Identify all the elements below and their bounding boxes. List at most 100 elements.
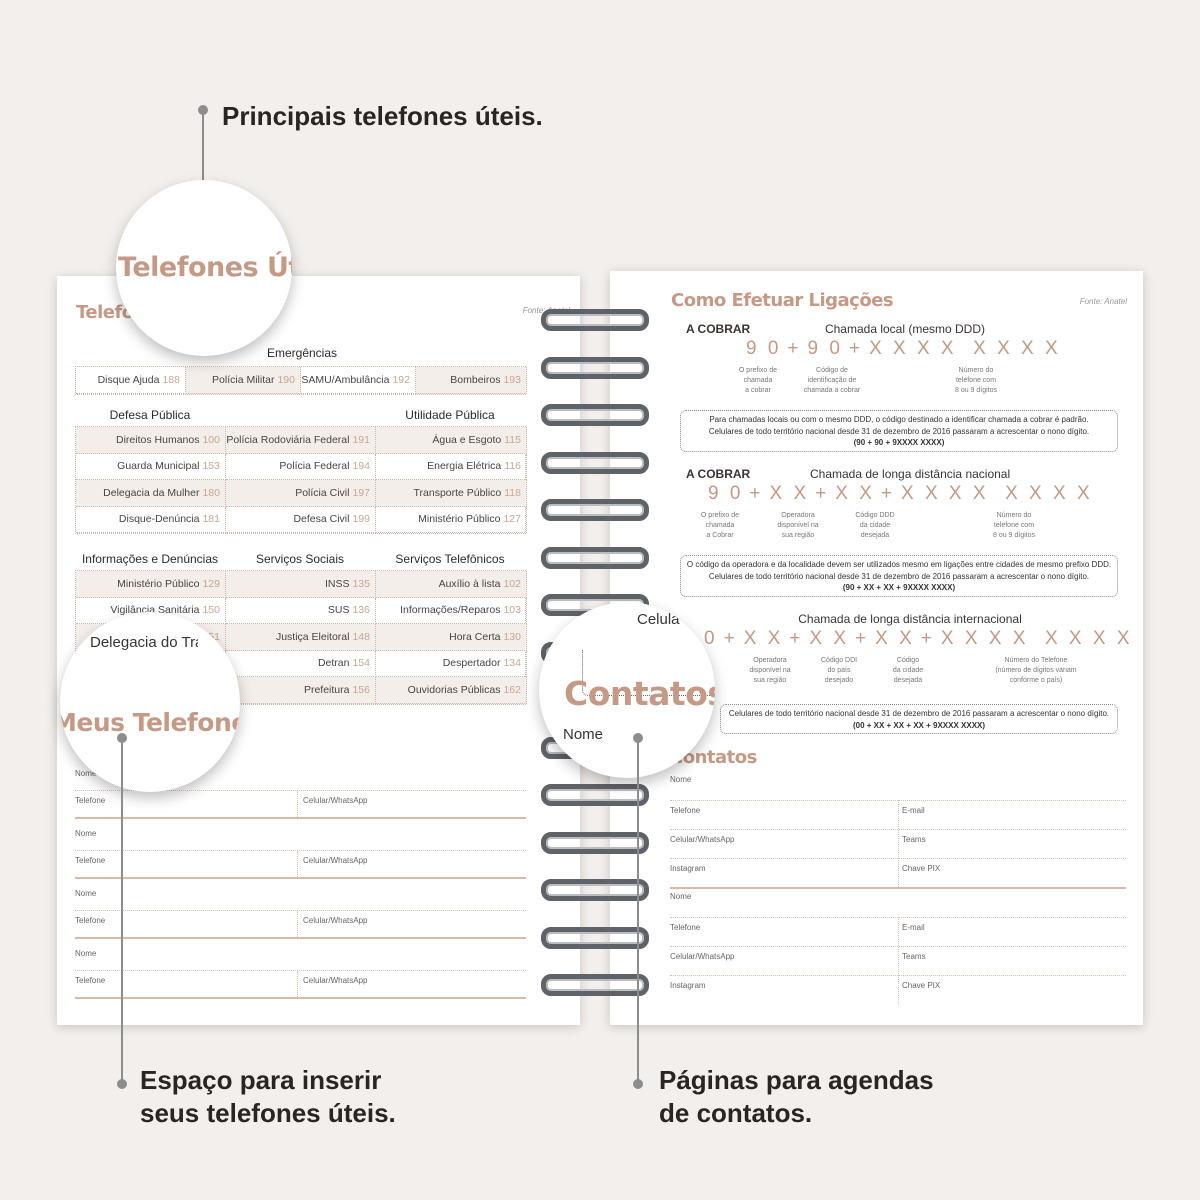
service-number: 130 — [503, 630, 521, 643]
service-number: 188 — [162, 373, 180, 386]
service-number: 100 — [202, 433, 220, 446]
spiral-ring — [541, 499, 649, 521]
field-label: Chave PIX — [902, 981, 941, 990]
service-name: Defesa Civil — [293, 513, 350, 526]
dial-part: X X X X X X X X — [940, 628, 1133, 649]
dial-sequence: 9 0 + X X + X X + X X X X X X X X — [708, 483, 1093, 505]
call-heading: Chamada de longa distância internacional — [798, 612, 1022, 626]
magnified-title: Meus Telefones Ú — [60, 708, 240, 737]
table-cell: Guarda Municipal 153 — [76, 453, 226, 480]
table-cell: Transporte Público 118 — [376, 480, 527, 507]
right-page: Como Efetuar Ligações Fonte: Anatel A CO… — [610, 271, 1143, 1025]
field-label: Celular/WhatsApp — [670, 835, 735, 844]
dial-part: X X — [835, 483, 875, 504]
service-name: Energia Elétrica — [427, 460, 502, 473]
callout-line-text: de contatos. — [659, 1098, 813, 1128]
dial-part: X X X X X X X X — [901, 483, 1093, 504]
dial-part: X X X X X X X X — [869, 338, 1061, 359]
magnifier-my-phones: Delegacia do Trabal Meus Telefones Ú — [60, 612, 240, 792]
table-cell: INSS 135 — [226, 571, 376, 598]
dial-part: X X — [769, 483, 810, 504]
spiral-ring — [541, 784, 649, 806]
spiral-ring — [541, 356, 649, 379]
table-cell: Detran 154 — [226, 650, 376, 677]
magnified-box — [582, 650, 715, 696]
service-number: 156 — [352, 683, 370, 696]
service-name: Direitos Humanos — [116, 433, 200, 446]
info-box: Celulares de todo território nacional de… — [720, 704, 1118, 734]
field-label: Instagram — [670, 864, 706, 873]
dial-label: Operadora disponível na sua região — [777, 512, 819, 539]
service-number: 129 — [202, 577, 220, 590]
service-name: Auxílio à lista — [438, 577, 501, 590]
divider — [75, 850, 526, 851]
magnifier-title: Telefones Úteis — [116, 180, 292, 356]
name-label: Nome — [75, 829, 97, 838]
service-name: Ouvidorias Públicas — [407, 683, 501, 696]
dial-label: Número do Telefone (número de dígitos va… — [995, 657, 1077, 684]
info-line: Celulares de todo território nacional de… — [708, 426, 1090, 436]
section-heading: Serviços Telefônicos — [395, 552, 505, 566]
service-number: 194 — [352, 460, 370, 473]
service-number: 118 — [504, 486, 521, 499]
table-cell: Polícia Rodoviária Federal 191 — [226, 427, 376, 454]
service-name: Despertador — [442, 657, 501, 670]
field-label: Teams — [902, 835, 926, 844]
callout-line — [202, 110, 204, 187]
divider — [898, 800, 899, 887]
dial-label: Código DDI do país desejado — [820, 657, 858, 684]
service-number: 127 — [503, 513, 521, 526]
magnified-text: Celula — [637, 611, 680, 628]
service-number: 181 — [202, 513, 220, 526]
service-number: 162 — [503, 683, 521, 696]
info-box: O código da operadora e da localidade de… — [680, 555, 1118, 597]
row-line — [75, 997, 526, 999]
info-line: (90 + XX + XX + 9XXXX XXXX) — [842, 583, 956, 592]
dial-part: + — [880, 483, 895, 504]
whatsapp-label: Celular/WhatsApp — [303, 856, 368, 865]
table-cell: Disque Ajuda 188 — [76, 367, 186, 394]
callout-line-text: Páginas para agendas — [659, 1065, 934, 1095]
table-cell: Ouvidorias Públicas 162 — [376, 677, 527, 704]
info-line: O código da operadora e da localidade de… — [686, 560, 1112, 569]
dial-part: X X — [743, 628, 784, 649]
callout-dot — [633, 1079, 643, 1089]
spiral-ring — [541, 546, 649, 569]
table-cell: Disque-Denúncia 181 — [76, 506, 226, 533]
dial-part: + — [848, 338, 864, 359]
dial-label: O prefixo de chamada a cobrar — [738, 367, 778, 394]
service-name: INSS — [324, 577, 350, 590]
service-number: 135 — [352, 577, 370, 590]
service-number: 192 — [392, 373, 410, 386]
dial-part: + — [855, 628, 870, 649]
whatsapp-label: Celular/WhatsApp — [303, 796, 368, 805]
callout-line-text: Espaço para inserir — [140, 1065, 382, 1095]
phone-table: Direitos Humanos 100 Polícia Rodoviária Fe… — [75, 426, 527, 534]
divider — [297, 791, 298, 817]
service-number: 191 — [352, 433, 370, 446]
spiral-ring — [541, 926, 649, 949]
service-number: 180 — [202, 486, 220, 499]
spiral-ring — [541, 831, 649, 854]
service-number: 150 — [202, 604, 220, 617]
dial-sequence: 9 0 +9 0 + X X X X X X X X — [746, 338, 1061, 360]
service-name: Polícia Civil — [295, 486, 350, 499]
name-label: Nome — [75, 769, 97, 778]
table-cell: Auxílio à lista 102 — [376, 571, 527, 598]
service-name: Polícia Militar — [212, 373, 275, 386]
field-label: E-mail — [902, 806, 925, 815]
service-name: Bombeiros — [450, 373, 501, 386]
service-name: Guarda Municipal — [117, 460, 200, 473]
table-cell: Direitos Humanos 100 — [76, 427, 226, 454]
service-name: Polícia Rodoviária Federal — [226, 433, 350, 446]
table-cell: Hora Certa 130 — [376, 624, 527, 651]
service-number: 193 — [503, 373, 521, 386]
service-number: 116 — [504, 460, 521, 473]
service-name: Disque Ajuda — [97, 373, 160, 386]
spiral-ring — [541, 974, 649, 996]
call-heading: Chamada local (mesmo DDD) — [824, 322, 986, 336]
service-number: 154 — [352, 657, 370, 670]
phone-label: Telefone — [75, 856, 106, 865]
field-label: Celular/WhatsApp — [670, 952, 735, 961]
table-cell: Prefeitura 156 — [226, 677, 376, 704]
